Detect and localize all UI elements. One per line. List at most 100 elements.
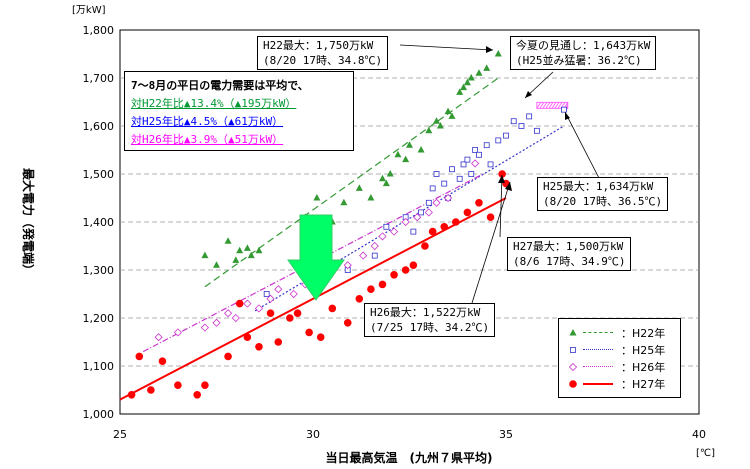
legend-marker-3 [569, 380, 577, 388]
point-series-1 [503, 132, 509, 139]
point-series-0 [378, 174, 386, 182]
x-tick-label: 40 [692, 428, 706, 441]
point-series-1 [495, 137, 502, 144]
point-series-2 [471, 159, 480, 168]
x-axis-label: 当日最高気温 (九州７県平均) [326, 450, 493, 465]
point-series-0 [448, 112, 456, 119]
legend-line-3 [583, 383, 613, 385]
legend-label-3: ：H27年 [621, 378, 666, 391]
point-series-0 [444, 107, 452, 115]
point-series-2 [359, 251, 368, 260]
point-series-3 [463, 208, 472, 217]
annotation-forecast-line2: (H25並み猛暑：36.2℃) [516, 54, 642, 67]
point-series-0 [224, 237, 232, 244]
legend-marker-shape-0 [569, 329, 577, 336]
point-series-2 [274, 285, 283, 294]
leader-line-h27 [499, 174, 503, 238]
legend-label-2: ：H26年 [621, 361, 666, 374]
point-series-3 [475, 199, 483, 207]
point-series-3 [486, 213, 495, 221]
decline-arrow [287, 214, 345, 301]
point-series-1 [533, 127, 540, 134]
y-axis-label: 最大電力（発電端） [21, 168, 36, 276]
point-series-1 [263, 291, 270, 297]
point-series-3 [193, 391, 201, 399]
annotation-h22-max: H22最大：1,750万kW (8/20 17時、34.8℃) [257, 36, 389, 70]
y-tick-label: 1,400 [83, 216, 115, 229]
legend-marker-shape-3 [569, 380, 577, 388]
annotation-h26-line2: (7/25 17時、34.2℃) [370, 321, 490, 334]
point-series-2 [224, 309, 233, 318]
point-series-2 [378, 232, 387, 241]
point-series-2 [413, 213, 422, 222]
legend-label-0: ：H22年 [621, 327, 666, 340]
point-series-0 [340, 198, 348, 206]
legend-marker-1 [570, 347, 576, 353]
point-series-2 [370, 241, 379, 251]
y-axis-unit: [万kW] [72, 5, 106, 16]
legend-marker-shape-1 [570, 347, 576, 353]
info-line-h26: 対H26年比▲3.9%（▲51万kW） [131, 133, 284, 146]
point-series-3 [401, 266, 410, 274]
forecast-hatch [551, 102, 557, 109]
point-series-3 [224, 352, 232, 361]
point-series-2 [343, 261, 352, 270]
point-series-2 [424, 208, 433, 217]
point-series-3 [390, 271, 398, 279]
point-series-3 [127, 391, 136, 399]
point-series-1 [487, 161, 494, 168]
point-series-1 [456, 175, 463, 182]
y-tick-label: 1,500 [83, 168, 115, 181]
point-series-1 [383, 223, 390, 230]
point-series-3 [147, 386, 155, 394]
info-line-1: 7～8月の平日の電力需要は平均で、 [131, 79, 309, 92]
legend-marker-0 [569, 329, 577, 336]
point-series-0 [313, 194, 321, 201]
point-series-3 [266, 309, 275, 318]
point-series-0 [467, 74, 475, 81]
y-tick-label: 1,200 [83, 312, 115, 325]
point-series-1 [441, 180, 448, 187]
legend-item-2: ：H26年 [559, 359, 680, 375]
forecast-hatch [554, 102, 560, 109]
point-series-2 [243, 299, 252, 308]
legend-label-1: ：H25年 [621, 344, 666, 357]
forecast-hatch [557, 102, 563, 109]
y-tick-label: 1,300 [83, 264, 115, 277]
point-series-3 [428, 227, 437, 236]
forecast-band [536, 101, 569, 109]
point-series-0 [232, 256, 240, 263]
point-series-2 [389, 227, 399, 236]
point-series-3 [255, 343, 263, 351]
point-series-0 [460, 83, 468, 91]
comparison-info-box: 7～8月の平日の電力需要は平均で、 対H22年比▲13.4%（▲195万kW） … [124, 71, 354, 151]
point-series-3 [440, 223, 449, 231]
legend-marker-shape-2 [568, 362, 578, 372]
point-series-0 [475, 69, 483, 76]
point-series-2 [173, 328, 182, 337]
point-series-0 [436, 122, 444, 129]
point-series-1 [468, 171, 475, 177]
point-series-2 [444, 193, 453, 203]
point-series-1 [464, 156, 471, 163]
point-series-2 [212, 318, 221, 327]
point-series-3 [243, 333, 252, 342]
annotation-h26-line1: H26最大：1,522万kW [370, 306, 481, 319]
point-series-0 [425, 126, 433, 134]
leader-arrowhead-forecast [525, 91, 532, 98]
point-series-0 [402, 155, 410, 163]
point-series-1 [526, 113, 533, 120]
point-series-1 [449, 166, 455, 173]
point-series-3 [135, 352, 144, 361]
point-series-1 [371, 252, 378, 259]
forecast-hatch [566, 102, 569, 109]
point-series-0 [355, 184, 363, 191]
annotation-forecast-line1: 今夏の見通し：1,643万kW [516, 39, 651, 52]
leader-line-h26 [471, 181, 511, 304]
point-series-1 [561, 106, 567, 113]
point-series-3 [293, 309, 302, 318]
legend-item-3: ：H27年 [559, 376, 680, 392]
point-series-2 [254, 304, 264, 313]
forecast-hatch [542, 102, 548, 109]
legend-line-0 [583, 332, 613, 333]
